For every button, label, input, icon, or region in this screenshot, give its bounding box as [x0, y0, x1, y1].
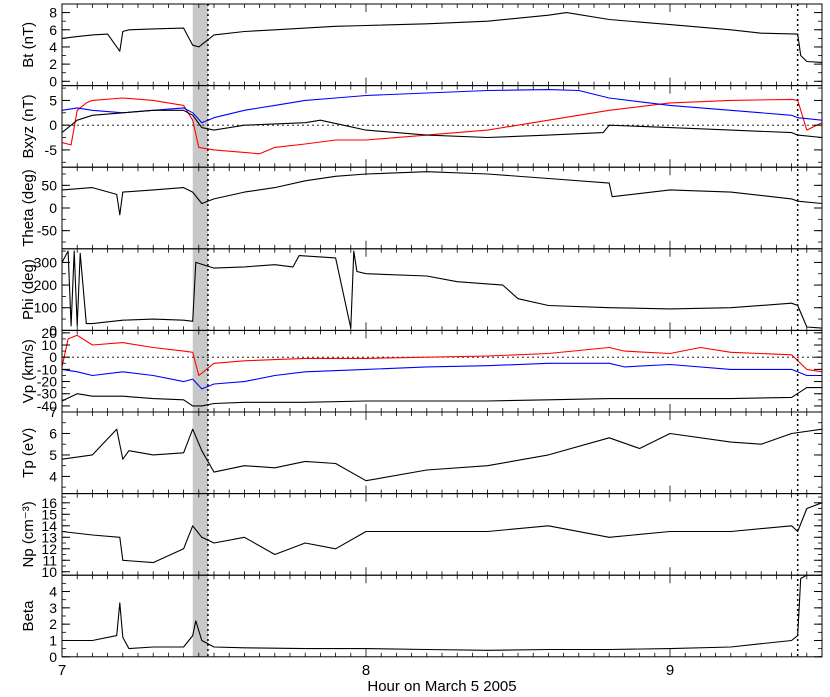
beta-series-group	[62, 575, 822, 651]
panel-tp: 4 5 6 7 Tp (eV)	[20, 404, 823, 495]
vp-ytick-label: -10	[37, 361, 57, 377]
beta-ytick-label: 3	[49, 600, 57, 616]
bxyz-series-2	[62, 109, 822, 139]
theta-ytick-label: 0	[49, 200, 57, 216]
phi-ytick-label: 100	[34, 300, 58, 316]
phi-ytick-label: 0	[49, 322, 57, 338]
bt-ytick-label: 4	[49, 39, 57, 55]
bxyz-ylabel: Bxyz (nT)	[20, 94, 37, 158]
tp-ytick-label: 6	[49, 425, 57, 441]
phi-series-group	[62, 250, 822, 329]
xtick-label: 7	[58, 662, 66, 679]
theta-ytick-label: 50	[41, 177, 57, 193]
np-ytick-label: 13	[41, 529, 57, 545]
theta-series-0	[62, 171, 822, 216]
bt-series-group	[62, 12, 822, 63]
phi-ytick-label: 200	[34, 277, 58, 293]
xtick-label: 9	[666, 662, 674, 679]
vp-ytick-label: -40	[37, 398, 57, 414]
bt-frame	[61, 3, 823, 87]
theta-ytick-label: -50	[37, 223, 57, 239]
bxyz-series-0	[62, 97, 822, 155]
bxyz-series-1	[62, 89, 822, 124]
vp-series-2	[62, 387, 822, 407]
np-series-group	[62, 502, 822, 564]
np-series-0	[62, 502, 822, 564]
bxyz-ytick-label: 0	[49, 117, 57, 133]
bt-ytick-label: 0	[49, 73, 57, 89]
vp-ytick-label: 10	[41, 337, 57, 353]
np-ytick-label: 14	[41, 518, 57, 534]
beta-ytick-label: 2	[49, 616, 57, 632]
x-axis-label: Hour on March 5 2005	[367, 678, 516, 692]
np-ytick-label: 16	[41, 495, 57, 511]
vp-ylabel: Vp (km/s)	[20, 339, 37, 403]
beta-ytick-label: 4	[49, 584, 57, 600]
vp-ytick-label: 20	[41, 325, 57, 341]
vp-series-group	[62, 334, 822, 407]
np-frame	[61, 493, 823, 576]
tp-ytick-label: 7	[49, 404, 57, 420]
theta-series-group	[62, 171, 822, 216]
np-ylabel: Np (cm⁻³)	[20, 501, 37, 567]
theta-ylabel: Theta (deg)	[20, 169, 37, 247]
beta-ytick-label: 1	[49, 632, 57, 648]
phi-series-0	[62, 250, 822, 329]
vp-ytick-label: -30	[37, 386, 57, 402]
tp-series-0	[62, 428, 822, 482]
np-ytick-label: 12	[41, 541, 57, 557]
bxyz-series-group	[62, 89, 822, 155]
vp-series-0	[62, 334, 822, 377]
beta-series-0	[62, 575, 822, 651]
bxyz-ytick-label: -5	[45, 142, 58, 158]
tp-ylabel: Tp (eV)	[20, 428, 37, 478]
phi-frame	[61, 248, 823, 331]
bxyz-frame	[61, 85, 823, 168]
bt-ylabel: Bt (nT)	[20, 22, 37, 68]
vp-series-1	[62, 362, 822, 390]
beta-ylabel: Beta	[20, 600, 37, 632]
bt-series-0	[62, 12, 822, 63]
tp-series-group	[62, 428, 822, 482]
beta-frame	[61, 574, 823, 658]
phi-ylabel: Phi (deg)	[20, 259, 37, 320]
np-ytick-label: 11	[42, 552, 57, 568]
beta-ytick-label: 0	[49, 649, 57, 665]
np-ytick-label: 10	[41, 564, 57, 580]
phi-ytick-label: 300	[34, 254, 58, 270]
xtick-label: 8	[362, 662, 370, 679]
vp-ytick-label: 0	[49, 349, 57, 365]
np-ytick-label: 15	[41, 506, 57, 522]
tp-ytick-label: 5	[49, 447, 57, 463]
theta-frame	[61, 166, 823, 250]
tp-ytick-label: 4	[49, 468, 57, 484]
bt-ytick-label: 2	[49, 56, 57, 72]
panel-bxyz: -5 0 5 Bxyz (nT)	[20, 85, 823, 168]
bt-ytick-label: 8	[49, 5, 57, 21]
bt-ytick-label: 6	[49, 22, 57, 38]
vp-ytick-label: -20	[37, 374, 57, 390]
bxyz-ytick-label: 5	[49, 92, 57, 108]
